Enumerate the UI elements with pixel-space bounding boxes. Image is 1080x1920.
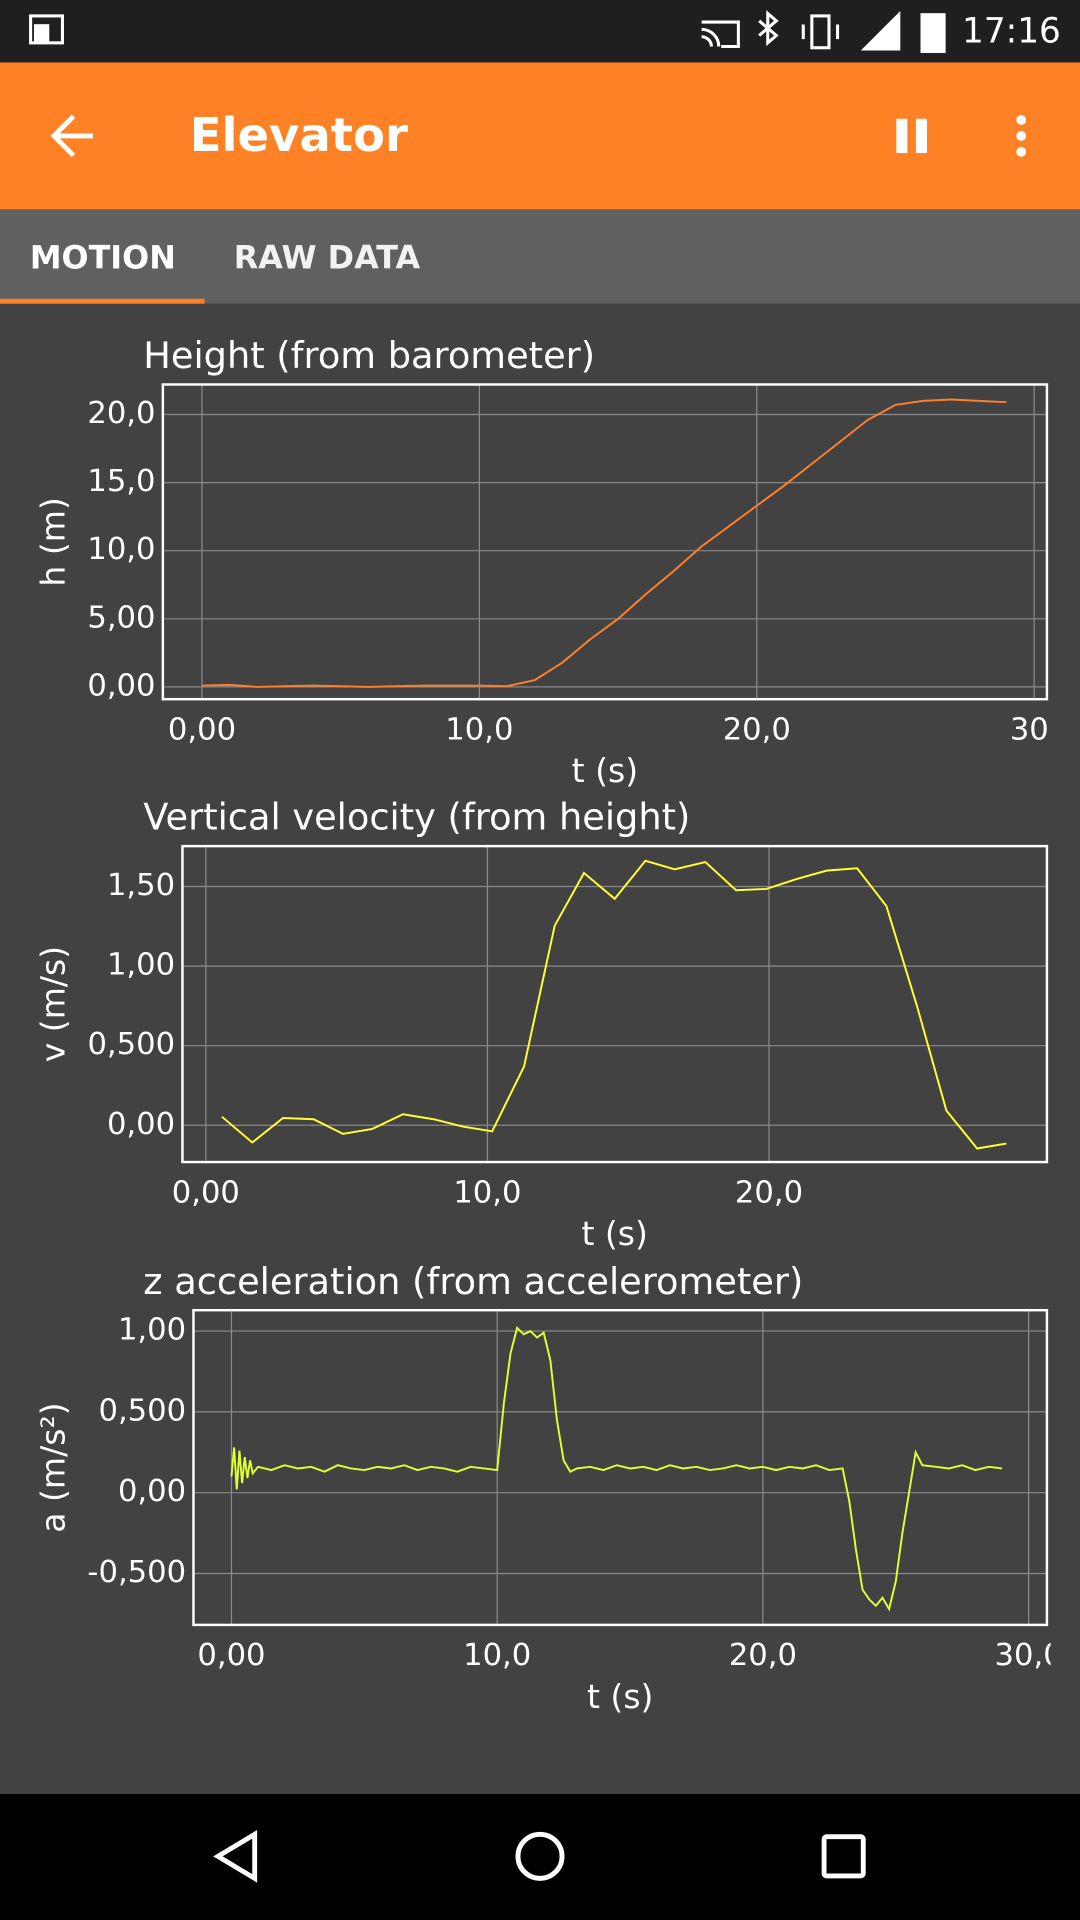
x-tick-label: 10,0 <box>463 1638 531 1673</box>
y-tick-label: 1,00 <box>118 1313 186 1348</box>
status-bar <box>0 0 1080 63</box>
x-tick-label: 10,0 <box>445 713 513 748</box>
x-tick-label: 20,0 <box>729 1638 797 1673</box>
x-tick-label: 10,0 <box>453 1175 521 1210</box>
menu-button[interactable] <box>1016 115 1027 157</box>
status-icons <box>29 10 946 53</box>
y-tick-label: 1,50 <box>107 868 175 903</box>
chart-title: Height (from barometer) <box>143 334 595 377</box>
status-time: 17:16 <box>962 12 1061 52</box>
pause-button[interactable] <box>896 118 927 154</box>
x-tick-label: 30, <box>1010 713 1059 748</box>
y-tick-label: 0,00 <box>118 1474 186 1509</box>
tab-indicator <box>0 298 205 304</box>
x-axis-label: t (s) <box>572 751 638 790</box>
x-tick-label: 30,0 <box>995 1638 1063 1673</box>
chart-title: Vertical velocity (from height) <box>143 796 690 839</box>
y-tick-label: 10,0 <box>87 532 155 567</box>
nav-home[interactable] <box>515 1831 565 1881</box>
data-line <box>221 859 1007 1150</box>
tab[interactable]: MOTION <box>30 239 176 277</box>
chart: -0,500 0,00 0,500 1,00 0,00 10,0 20,0 30,0 z acc… <box>34 1260 1063 1716</box>
plot-frame <box>192 1308 1049 1627</box>
x-tick-label: 20,0 <box>735 1175 803 1210</box>
x-tick-label: 0,00 <box>197 1638 265 1673</box>
chart-title: z acceleration (from accelerometer) <box>143 1260 803 1303</box>
plot-frame <box>181 844 1049 1164</box>
y-tick-label: 0,500 <box>98 1393 186 1428</box>
tab[interactable]: RAW DATA <box>234 239 421 277</box>
y-tick-label: 5,00 <box>87 600 155 635</box>
y-axis-label: v (m/s) <box>34 946 73 1062</box>
data-line <box>230 1325 1003 1612</box>
nav-recents[interactable] <box>821 1834 866 1879</box>
x-tick-label: 0,00 <box>172 1175 240 1210</box>
chart: 0,00 0,500 1,00 1,50 0,00 10,0 20,0 Vertical ve… <box>34 796 1049 1253</box>
y-tick-label: 0,00 <box>107 1107 175 1142</box>
y-tick-label: 0,00 <box>87 668 155 703</box>
nav-back[interactable] <box>213 1829 258 1883</box>
x-tick-label: 20,0 <box>723 713 791 748</box>
y-tick-label: -0,500 <box>87 1555 186 1590</box>
charts: 0,00 5,00 10,0 15,0 20,0 0,00 10,0 20,0 30, Heigh… <box>34 334 1063 1716</box>
y-tick-label: 15,0 <box>87 464 155 499</box>
nav-bar <box>0 1793 1080 1920</box>
back-button[interactable] <box>50 114 94 158</box>
y-tick-label: 1,00 <box>107 948 175 983</box>
x-tick-label: 0,00 <box>168 713 236 748</box>
y-tick-label: 0,500 <box>87 1027 175 1062</box>
y-tick-label: 20,0 <box>87 396 155 431</box>
y-axis-label: a (m/s²) <box>34 1402 73 1532</box>
app-title: Elevator <box>190 108 408 162</box>
x-axis-label: t (s) <box>587 1677 653 1716</box>
x-axis-label: t (s) <box>581 1214 647 1253</box>
tab-bar <box>0 209 1080 304</box>
y-axis-label: h (m) <box>34 497 73 586</box>
plot-frame <box>161 383 1049 701</box>
data-line <box>201 398 1007 688</box>
chart: 0,00 5,00 10,0 15,0 20,0 0,00 10,0 20,0 30, Heigh… <box>34 334 1059 790</box>
